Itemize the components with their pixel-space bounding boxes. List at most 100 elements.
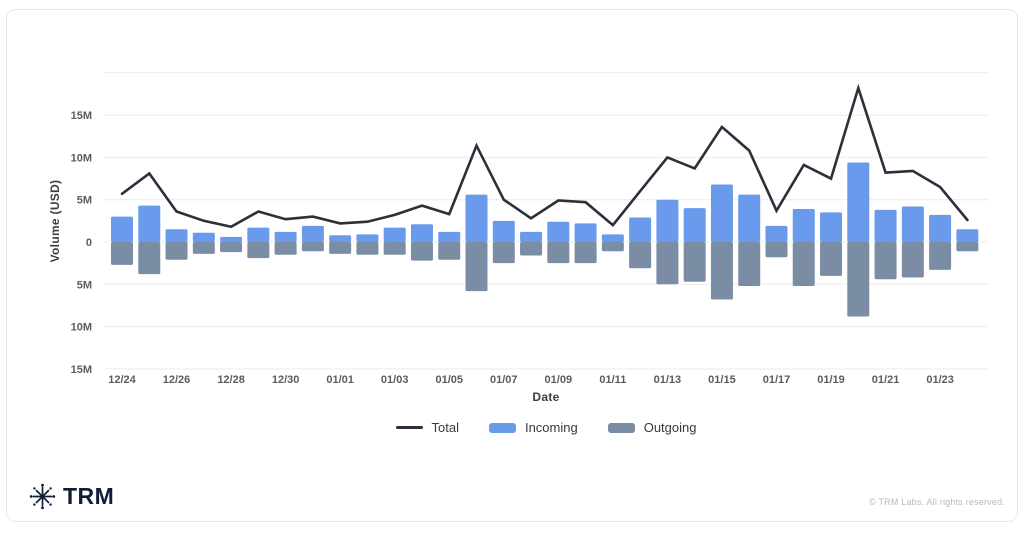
- x-tick-label: 01/21: [872, 374, 900, 386]
- x-tick-label: 12/30: [272, 374, 300, 386]
- outgoing-bar: [874, 242, 897, 280]
- outgoing-bar: [901, 242, 924, 278]
- outgoing-bar: [138, 242, 161, 275]
- trm-logo-text: TRM: [63, 483, 115, 509]
- x-tick-label: 01/09: [545, 374, 573, 386]
- outgoing-bar: [929, 242, 952, 270]
- x-axis-title: Date: [532, 390, 560, 404]
- incoming-bar: [301, 225, 324, 242]
- outgoing-bar: [356, 242, 379, 255]
- incoming-bar: [329, 235, 352, 242]
- incoming-bar: [220, 236, 243, 242]
- outgoing-bar: [410, 242, 433, 261]
- incoming-bar: [710, 184, 733, 242]
- x-tick-label: 01/01: [326, 374, 354, 386]
- x-tick-label: 01/07: [490, 374, 518, 386]
- x-tick-label: 01/23: [926, 374, 954, 386]
- incoming-bar: [901, 206, 924, 242]
- legend-item-incoming: Incoming: [488, 420, 578, 435]
- outgoing-bar: [247, 242, 270, 259]
- outgoing-bar: [547, 242, 570, 264]
- incoming-swatch-icon: [488, 422, 516, 433]
- incoming-bar: [956, 229, 979, 242]
- incoming-bar: [492, 220, 515, 242]
- x-tick-label: 12/24: [108, 374, 136, 386]
- outgoing-bar: [710, 242, 733, 300]
- outgoing-bar: [738, 242, 761, 286]
- outgoing-bar: [383, 242, 406, 255]
- chart-legend: Total Incoming Outgoing: [104, 420, 988, 435]
- incoming-bar: [410, 224, 433, 242]
- incoming-bar: [656, 199, 679, 242]
- incoming-bar: [165, 229, 188, 242]
- trm-logo: TRM: [29, 483, 114, 510]
- outgoing-bar: [574, 242, 597, 264]
- total-line: [120, 83, 969, 229]
- x-tick-label: 01/17: [763, 374, 791, 386]
- incoming-bar: [438, 231, 461, 242]
- incoming-bar: [847, 162, 870, 242]
- outgoing-bar: [956, 242, 979, 252]
- outgoing-bar: [601, 242, 624, 252]
- x-tick-label: 01/19: [817, 374, 845, 386]
- x-tick-label: 01/13: [654, 374, 682, 386]
- incoming-bar: [356, 234, 379, 242]
- incoming-bar: [274, 231, 297, 242]
- y-tick-label: 5M: [77, 195, 92, 207]
- x-tick-label: 01/15: [708, 374, 736, 386]
- outgoing-bar: [629, 242, 652, 269]
- outgoing-bar: [274, 242, 297, 255]
- incoming-bar: [629, 217, 652, 242]
- incoming-bar: [738, 194, 761, 242]
- x-tick-label: 01/11: [599, 374, 626, 386]
- outgoing-bar: [465, 242, 488, 292]
- incoming-bar: [192, 232, 215, 242]
- x-tick-label: 12/28: [217, 374, 245, 386]
- outgoing-bar: [847, 242, 870, 317]
- outgoing-swatch-icon: [607, 422, 635, 433]
- outgoing-bar: [765, 242, 788, 258]
- legend-label-incoming: Incoming: [524, 420, 578, 435]
- incoming-bar: [683, 208, 706, 242]
- outgoing-bar: [792, 242, 815, 286]
- incoming-bar: [247, 227, 270, 242]
- legend-item-outgoing: Outgoing: [607, 420, 697, 435]
- incoming-bar: [465, 194, 488, 242]
- outgoing-bar: [683, 242, 706, 282]
- outgoing-bar: [301, 242, 324, 252]
- outgoing-bar: [111, 242, 133, 265]
- outgoing-bar: [192, 242, 215, 254]
- outgoing-bar: [329, 242, 352, 254]
- y-tick-label: 15M: [71, 364, 92, 376]
- outgoing-bar: [656, 242, 679, 285]
- x-tick-label: 01/05: [435, 374, 463, 386]
- volume-chart: 15M 10M 5M 0 5M 10M 15M 12/24 12/26 12/28 12/30 01/…: [71, 72, 988, 386]
- outgoing-bar: [492, 242, 515, 264]
- incoming-bar: [383, 227, 406, 242]
- incoming-bar: [574, 223, 597, 242]
- incoming-bar: [520, 231, 543, 242]
- legend-label-total: Total: [431, 420, 459, 435]
- x-tick-label: 12/26: [163, 374, 191, 386]
- incoming-bar: [601, 234, 624, 242]
- y-tick-label: 0: [86, 237, 92, 249]
- incoming-bar: [929, 214, 952, 242]
- x-tick-label: 01/03: [381, 374, 409, 386]
- incoming-bar: [138, 205, 161, 242]
- y-tick-label: 15M: [71, 110, 92, 122]
- incoming-bar: [820, 212, 843, 242]
- total-line-marker-icon: [395, 426, 423, 429]
- trm-snowflake-icon: [29, 483, 56, 510]
- incoming-bar: [874, 209, 897, 242]
- incoming-bar: [765, 225, 788, 242]
- incoming-bar: [792, 209, 815, 242]
- outgoing-bar: [165, 242, 188, 260]
- outgoing-bar: [438, 242, 461, 260]
- incoming-bar: [111, 216, 133, 242]
- outgoing-bar: [220, 242, 243, 253]
- y-tick-label: 10M: [71, 322, 92, 334]
- outgoing-bar: [520, 242, 543, 256]
- legend-label-outgoing: Outgoing: [643, 420, 697, 435]
- legend-item-total: Total: [395, 420, 459, 435]
- y-tick-label: 5M: [77, 279, 92, 291]
